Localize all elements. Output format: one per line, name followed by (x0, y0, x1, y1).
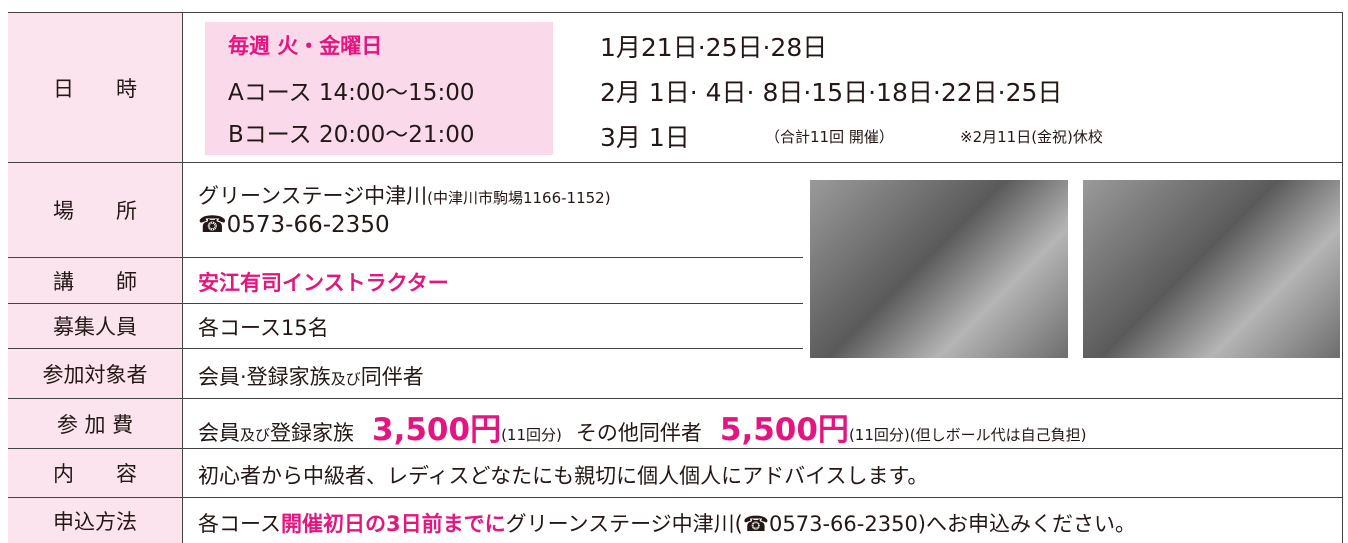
note: （合計11回 開催） (765, 128, 894, 146)
apply-text: グリーンステージ中津川(☎0573-66-2350)へお申込みください。 (505, 512, 1136, 536)
address: (中津川市駒場1166-1152) (427, 189, 611, 207)
fee-text: (11回分) (501, 426, 562, 444)
row-label: 内 容 (8, 449, 182, 497)
rule (8, 448, 1342, 449)
note: ※2月11日(金祝)休校 (960, 128, 1103, 146)
fee-text: 会員 (198, 421, 240, 445)
content: 初心者から中級者、レディスどなたにも親切に個人個人にアドバイスします。 (198, 464, 929, 488)
fee-text: 及び (240, 426, 271, 444)
target: 及び (330, 370, 361, 388)
rule (1342, 12, 1343, 543)
row-label: 参加対象者 (8, 349, 182, 398)
rule (8, 398, 1342, 399)
capacity: 各コース15名 (198, 316, 329, 340)
fee-text: その他同伴者 (575, 421, 702, 445)
dates: 2月 1日· 4日· 8日·15日·18日·22日·25日 (600, 78, 1063, 107)
photo (1083, 180, 1340, 358)
instructor: 安江有司インストラクター (198, 271, 449, 295)
price: 5,500円 (719, 412, 849, 448)
place: グリーンステージ中津川 (198, 184, 428, 208)
rule (8, 497, 1342, 498)
row-label: 募集人員 (8, 304, 182, 348)
weekly: 毎週 火・金曜日 (228, 34, 383, 58)
row-label: 参 加 費 (8, 399, 182, 448)
fee-text: (11回分)(但しボール代は自己負担) (848, 426, 1087, 444)
price: 3,500円 (372, 412, 502, 448)
dates: 3月 1日 (600, 123, 690, 152)
row-label: 講 師 (8, 258, 182, 303)
dates: 1月21日·25日·28日 (600, 33, 828, 62)
apply-deadline: 開催初日の3日前までに (280, 512, 506, 536)
target: 同伴者 (360, 365, 424, 389)
rule (8, 303, 803, 304)
course: Bコース 20:00〜21:00 (228, 122, 475, 148)
rule (8, 12, 1342, 13)
target: 会員·登録家族 (198, 365, 331, 389)
schedule-box (205, 22, 553, 155)
rule (182, 12, 183, 543)
row-label: 申込方法 (8, 498, 182, 543)
row-label: 場 所 (8, 163, 182, 257)
rule (8, 348, 803, 349)
rule (8, 162, 1342, 163)
photo (810, 180, 1068, 358)
rule (8, 257, 803, 258)
course: Aコース 14:00〜15:00 (228, 80, 475, 106)
apply-text: 各コース (198, 512, 281, 536)
phone: ☎0573-66-2350 (198, 212, 390, 238)
row-label: 日 時 (8, 13, 182, 162)
fee-text: 登録家族 (270, 421, 355, 445)
